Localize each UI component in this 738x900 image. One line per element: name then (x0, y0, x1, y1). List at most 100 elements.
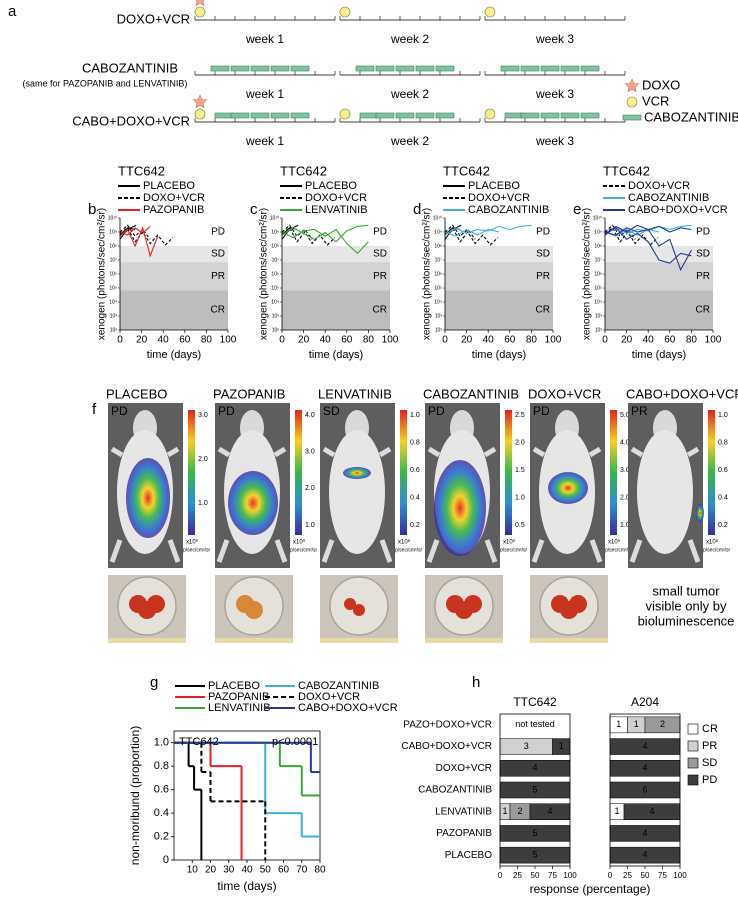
y-tick-label: 10⁷ (110, 257, 118, 263)
response-status: PD (533, 404, 550, 418)
y-tick-label: 10⁸ (271, 243, 279, 249)
x-tick-label: 10 (187, 865, 199, 876)
series-line (604, 224, 636, 240)
group-name: PAZOPANIB (213, 386, 285, 401)
vcr-symbol (484, 108, 496, 120)
legend-swatch (687, 740, 699, 752)
color-bar-label: 1.0 (305, 522, 315, 529)
count-label: 4 (532, 763, 537, 773)
zone-label: CR (373, 305, 387, 316)
color-bar-label: 0.6 (410, 467, 420, 474)
week-label: week 3 (535, 134, 574, 148)
week-label: week 3 (535, 87, 574, 101)
panel-label: b (88, 201, 96, 218)
week-label: week 3 (535, 32, 574, 46)
cabozantinib-symbol (290, 65, 310, 72)
x-tick-label: 100 (673, 871, 687, 880)
y-tick-label: 10⁶ (109, 271, 117, 277)
note: visible only by (646, 598, 727, 613)
x-axis-label: time (days) (147, 349, 201, 361)
color-bar-label: 2.0 (198, 456, 208, 463)
x-axis-label: time (days) (472, 349, 526, 361)
chart-title: TTC642 (118, 163, 165, 178)
category-label: DOXO+VCR (436, 763, 492, 774)
count-label: 1 (502, 806, 507, 816)
x-axis-label: time (days) (309, 349, 363, 361)
cabozantinib-symbol (395, 112, 415, 119)
color-bar-label: 1.0 (620, 522, 630, 529)
x-tick-label: 20 (298, 335, 310, 346)
x-tick-label: 0 (117, 335, 123, 346)
response-status: SD (323, 404, 340, 418)
week-label: week 2 (390, 32, 429, 46)
panel-label: f (92, 401, 97, 418)
plot-frame (173, 730, 321, 861)
y-tick-label: 10¹⁰ (433, 215, 442, 221)
y-axis-label: xenogen (photons/sec/cm²/sr) (97, 208, 108, 340)
zone-label: PD (373, 227, 387, 238)
zone-label: CR (211, 305, 225, 316)
y-axis-label: non-moribund (proportion) (128, 726, 142, 865)
tumor (245, 601, 263, 619)
vcr-symbol (626, 96, 638, 108)
series-line (604, 228, 660, 237)
color-bar-label: 4.0 (305, 412, 315, 419)
x-tick-label: 100 (382, 335, 399, 346)
count-label: 1 (559, 741, 564, 751)
chart-title: TTC642 (280, 163, 327, 178)
vcr-symbol (339, 108, 351, 120)
y-axis-label: xenogen (photons/sec/cm²/sr) (259, 208, 270, 340)
color-bar-unit: p/sec/cm²/sr (703, 547, 731, 553)
series-line (281, 224, 369, 243)
cabozantinib-symbol (230, 65, 250, 72)
y-tick-label: 10² (595, 327, 603, 333)
y-tick-label: 10¹⁰ (270, 215, 279, 221)
count-label: 1 (614, 806, 619, 816)
color-bar-label: 0.4 (718, 494, 728, 501)
y-tick-label: 0.2 (154, 830, 169, 842)
bioluminescence-signal (228, 471, 278, 535)
legend-label: PLACEBO (208, 680, 260, 692)
series-line (604, 226, 659, 246)
ruler (108, 638, 186, 643)
color-bar-label: 0.5 (515, 522, 525, 529)
series-line (281, 226, 336, 246)
x-axis-label: response (percentage) (530, 882, 651, 896)
y-tick-label: 10⁴ (594, 299, 602, 305)
legend-label: VCR (642, 93, 669, 108)
mouse-legs (531, 446, 603, 563)
group-name: PLACEBO (106, 386, 167, 401)
count-label: 2 (517, 806, 522, 816)
count-label: 4 (642, 763, 647, 773)
cabozantinib-symbol (500, 65, 520, 72)
x-tick-label: 20 (461, 335, 473, 346)
series-line (119, 224, 151, 240)
series-line (604, 224, 692, 236)
y-tick-label: 10⁸ (109, 243, 117, 249)
annotation: TTC642 (179, 736, 219, 748)
mouse-legs (109, 446, 181, 563)
y-axis-label: xenogen (photons/sec/cm²/sr) (582, 208, 593, 340)
y-tick-label: 10⁶ (271, 271, 279, 277)
cabozantinib-symbol (250, 112, 270, 119)
x-tick-label: 50 (641, 871, 650, 880)
panel-label: e (573, 201, 581, 218)
cabozantinib-symbol (375, 65, 395, 72)
color-bar (295, 410, 302, 535)
y-tick-label: 0.8 (154, 760, 169, 772)
series-line (444, 228, 500, 237)
cabozantinib-symbol (290, 112, 310, 119)
x-tick-label: 60 (664, 335, 676, 346)
cabozantinib-symbol (622, 114, 642, 121)
y-tick-label: 10³ (272, 313, 280, 319)
x-tick-label: 20 (136, 335, 148, 346)
color-bar-unit: x10⁹ (608, 539, 621, 546)
doxo-symbol (192, 94, 208, 109)
legend-label: CABOZANTINIB (628, 192, 709, 204)
response-status: PD (218, 404, 235, 418)
color-bar-label: 2.0 (620, 494, 630, 501)
count-label: 4 (642, 741, 647, 751)
category-label: LENVATINIB (435, 806, 492, 817)
y-tick-label: 10⁴ (434, 299, 442, 305)
zone-label: CR (536, 305, 550, 316)
